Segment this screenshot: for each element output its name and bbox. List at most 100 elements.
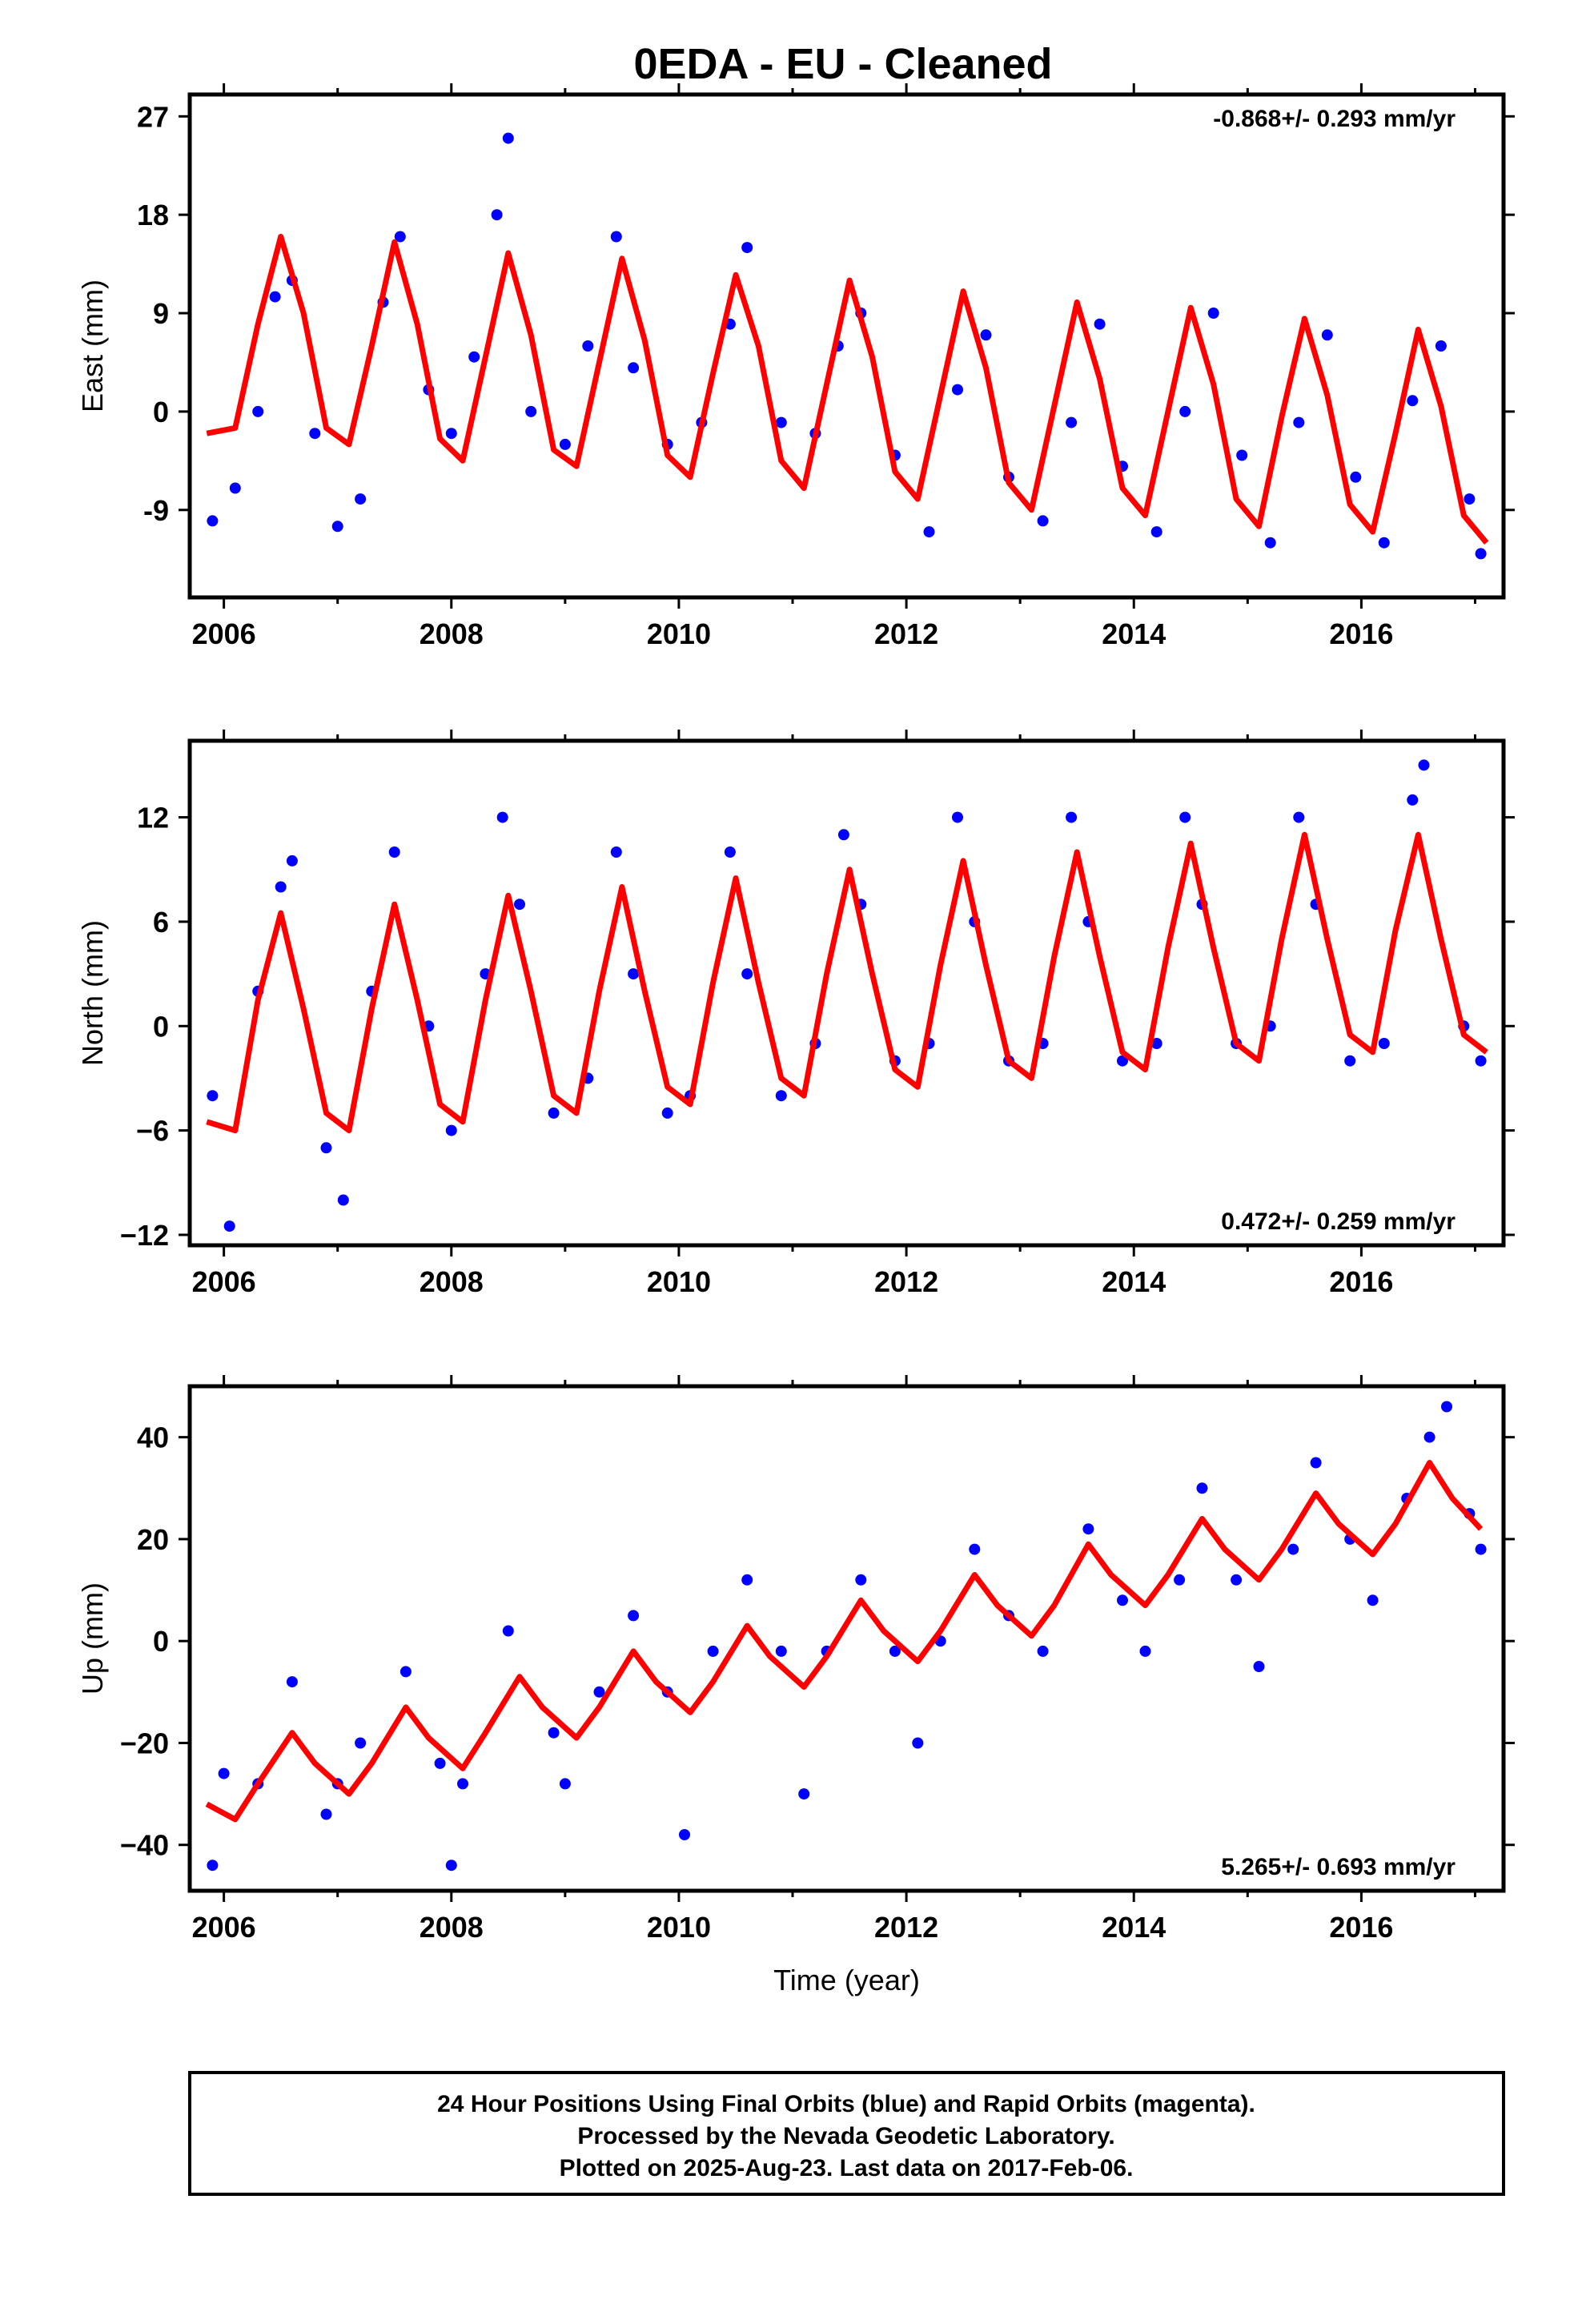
north-data-point xyxy=(1344,1055,1356,1067)
up-data-point xyxy=(593,1686,605,1698)
north-panel: 2006 2008 2010 2012 2014 2016 −12 −6 0 6 12 North (… xyxy=(76,730,1515,1298)
east-x-tick-label: 2008 xyxy=(420,617,484,650)
up-data-point xyxy=(548,1727,560,1739)
up-y-tick-label: 40 xyxy=(137,1421,169,1454)
east-data-point xyxy=(252,405,264,417)
east-data-point xyxy=(582,340,594,352)
east-data-point xyxy=(1179,405,1191,417)
east-x-tick-label: 2016 xyxy=(1329,617,1393,650)
up-data-point xyxy=(1139,1645,1151,1657)
north-x-tick-label: 2008 xyxy=(420,1265,484,1298)
up-data-point xyxy=(775,1645,787,1657)
up-data-point xyxy=(434,1757,446,1769)
east-data-point xyxy=(468,351,480,363)
up-data-point xyxy=(969,1543,981,1555)
up-data-point xyxy=(1082,1523,1094,1535)
north-y-axis-label: North (mm) xyxy=(76,920,109,1066)
north-y-tick-label: 12 xyxy=(137,802,169,834)
up-data-point xyxy=(218,1767,230,1779)
east-data-point xyxy=(1094,318,1106,330)
north-data-point xyxy=(1378,1038,1390,1049)
north-data-point xyxy=(775,1090,787,1102)
east-data-point xyxy=(1293,416,1305,428)
east-data-point xyxy=(269,291,281,303)
up-data-point xyxy=(741,1574,753,1586)
up-data-point xyxy=(400,1666,412,1678)
east-x-tick-label: 2006 xyxy=(192,617,256,650)
east-data-point xyxy=(445,428,457,440)
north-data-point xyxy=(445,1124,457,1136)
east-data-point xyxy=(1066,416,1078,428)
north-data-point xyxy=(1407,794,1419,806)
north-model-curve xyxy=(206,831,1488,1134)
east-data-point xyxy=(923,526,935,538)
east-plot-frame xyxy=(187,92,1506,600)
up-data-point xyxy=(679,1829,690,1840)
up-x-axis-label: Time (year) xyxy=(773,1964,920,1996)
north-data-point xyxy=(388,846,400,858)
north-x-tick-label: 2016 xyxy=(1329,1265,1393,1298)
up-x-tick-label: 2006 xyxy=(192,1911,256,1944)
north-y-tick-label: −12 xyxy=(120,1219,169,1252)
east-data-point xyxy=(1321,329,1333,341)
north-data-point xyxy=(496,811,508,823)
info-box-frame xyxy=(188,2071,1505,2196)
up-x-tick-label: 2008 xyxy=(420,1911,484,1944)
east-x-tick-label: 2010 xyxy=(647,617,711,650)
up-y-tick-label: 0 xyxy=(153,1625,169,1658)
east-data-point xyxy=(1407,395,1419,407)
up-data-point xyxy=(355,1737,367,1749)
up-x-tick-label: 2016 xyxy=(1329,1911,1393,1944)
up-data-point xyxy=(1231,1574,1243,1586)
up-plot-frame xyxy=(187,1384,1506,1893)
up-data-point xyxy=(207,1860,219,1872)
north-rate-label: 0.472+/- 0.259 mm/yr xyxy=(1221,1208,1456,1235)
east-data-point xyxy=(1236,449,1248,461)
east-data-point xyxy=(1475,548,1487,560)
east-data-point xyxy=(1464,493,1476,505)
up-data-point xyxy=(1475,1543,1487,1555)
north-data-point xyxy=(1179,811,1191,823)
north-data-point xyxy=(952,811,963,823)
east-y-tick-label: 0 xyxy=(153,396,169,428)
east-data-point xyxy=(502,132,514,144)
up-data-point xyxy=(559,1778,571,1790)
north-x-tick-label: 2006 xyxy=(192,1265,256,1298)
up-data-point xyxy=(445,1860,457,1872)
east-data-point xyxy=(1150,526,1162,538)
east-data-point xyxy=(1037,515,1049,527)
east-rate-label: -0.868+/- 0.293 mm/yr xyxy=(1213,106,1456,132)
east-x-tick-label: 2012 xyxy=(874,617,938,650)
up-y-tick-label: 20 xyxy=(137,1523,169,1556)
east-data-point xyxy=(1264,537,1276,549)
east-data-point xyxy=(394,231,406,243)
east-data-point xyxy=(610,231,622,243)
north-data-point xyxy=(548,1107,560,1119)
north-x-tick-label: 2010 xyxy=(647,1265,711,1298)
north-data-point xyxy=(1293,811,1305,823)
north-data-point xyxy=(1150,1038,1162,1049)
north-data-point xyxy=(837,829,849,841)
east-y-tick-label: 9 xyxy=(153,297,169,330)
north-x-tick-label: 2014 xyxy=(1102,1265,1166,1298)
east-y-tick-label: -9 xyxy=(143,494,169,527)
east-data-point xyxy=(559,438,571,450)
up-data-point xyxy=(1196,1482,1208,1494)
up-data-point xyxy=(1253,1661,1265,1672)
figure-title: 0EDA - EU - Cleaned xyxy=(633,40,1052,88)
east-data-point xyxy=(1435,340,1447,352)
east-x-tick-label: 2014 xyxy=(1102,617,1166,650)
up-data-point xyxy=(502,1625,514,1637)
up-data-point xyxy=(1423,1431,1435,1443)
east-data-point xyxy=(229,482,241,494)
east-data-point xyxy=(1378,537,1390,549)
north-data-point xyxy=(1418,759,1430,771)
north-data-point xyxy=(628,968,640,980)
info-line-2: Processed by the Nevada Geodetic Laborat… xyxy=(577,2123,1114,2149)
east-data-point xyxy=(525,405,537,417)
east-data-point xyxy=(309,428,321,440)
up-x-tick-label: 2012 xyxy=(874,1911,938,1944)
north-data-point xyxy=(610,846,622,858)
east-data-point xyxy=(491,209,503,221)
